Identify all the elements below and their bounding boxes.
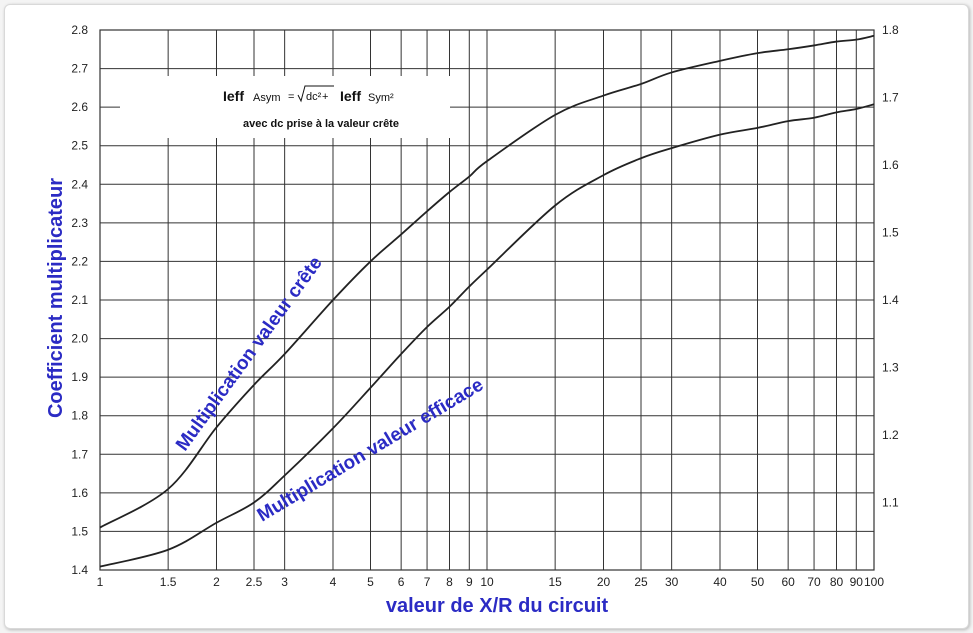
y-tick-label: 2.0	[71, 332, 88, 346]
y2-tick-label: 1.1	[882, 496, 899, 510]
formula-annotation: Ieff Asym = dc² + Ieff Sym² avec dc pris…	[120, 76, 450, 138]
sqrt-sign	[297, 85, 334, 103]
x-tick-label: 9	[466, 575, 473, 589]
formula-rhs-sub: Sym²	[368, 92, 394, 104]
y-tick-label: 2.4	[71, 177, 88, 191]
x-tick-label: 40	[713, 575, 727, 589]
y2-tick-label: 1.8	[882, 23, 899, 37]
y-tick-label: 2.3	[71, 216, 88, 230]
formula-plus: +	[322, 91, 328, 103]
formula-lhs-sub: Asym	[253, 92, 281, 104]
y-tick-label: 1.5	[71, 524, 88, 538]
formula-note: avec dc prise à la valeur crête	[243, 118, 399, 130]
y2-tick-label: 1.6	[882, 158, 899, 172]
formula-rhs: Ieff	[340, 88, 361, 104]
curves	[99, 34, 875, 568]
x-tick-label: 4	[330, 575, 337, 589]
y-tick-label: 2.1	[71, 293, 88, 307]
formula-lhs: Ieff	[223, 88, 244, 104]
x-tick-label: 1.5	[160, 575, 177, 589]
y-tick-label: 1.4	[71, 563, 88, 577]
y2-tick-label: 1.7	[882, 91, 899, 105]
x-tick-label: 30	[665, 575, 679, 589]
x-tick-label: 25	[634, 575, 648, 589]
y-tick-label: 2.5	[71, 139, 88, 153]
x-tick-label: 100	[864, 575, 884, 589]
tick-labels: 1 1.5 2 2.5 3 4 5 6 7 8 9 10 15 20 25 30 40 50 60 70 80 90 100…	[71, 23, 899, 589]
y-tick-label: 1.8	[71, 409, 88, 423]
formula-dc: dc²	[306, 91, 322, 103]
x-tick-label: 50	[751, 575, 765, 589]
y2-tick-label: 1.4	[882, 293, 899, 307]
formula-eq: =	[288, 91, 294, 103]
y-tick-label: 2.6	[71, 100, 88, 114]
x-tick-label: 60	[781, 575, 795, 589]
plot-border	[99, 29, 875, 571]
y-axis-title: Coefficient multiplicateur	[45, 178, 67, 418]
y-tick-label: 1.6	[71, 486, 88, 500]
x-tick-label: 80	[830, 575, 844, 589]
series-label-crete: Multiplication valeur crête	[172, 253, 327, 455]
formula-box	[120, 76, 450, 138]
y2-tick-label: 1.5	[882, 226, 899, 240]
x-tick-label: 20	[597, 575, 611, 589]
series-line-crete	[99, 34, 875, 529]
x-tick-label: 3	[281, 575, 288, 589]
y-tick-label: 1.7	[71, 447, 88, 461]
x-tick-label: 2.5	[246, 575, 263, 589]
x-axis-title: valeur de X/R du circuit	[386, 595, 609, 617]
y2-tick-label: 1.2	[882, 428, 899, 442]
y-tick-label: 2.8	[71, 23, 88, 37]
x-tick-label: 70	[807, 575, 821, 589]
x-tick-label: 6	[398, 575, 405, 589]
x-tick-label: 15	[548, 575, 562, 589]
x-tick-label: 1	[97, 575, 104, 589]
x-tick-label: 10	[480, 575, 494, 589]
x-tick-label: 7	[424, 575, 431, 589]
series-line-efficace	[99, 103, 875, 568]
y-tick-label: 2.7	[71, 62, 88, 76]
x-tick-label: 8	[446, 575, 453, 589]
x-tick-label: 5	[367, 575, 374, 589]
y2-tick-label: 1.3	[882, 361, 899, 375]
y-tick-label: 2.2	[71, 254, 88, 268]
y-tick-label: 1.9	[71, 370, 88, 384]
x-tick-label: 2	[213, 575, 220, 589]
x-tick-label: 90	[850, 575, 864, 589]
